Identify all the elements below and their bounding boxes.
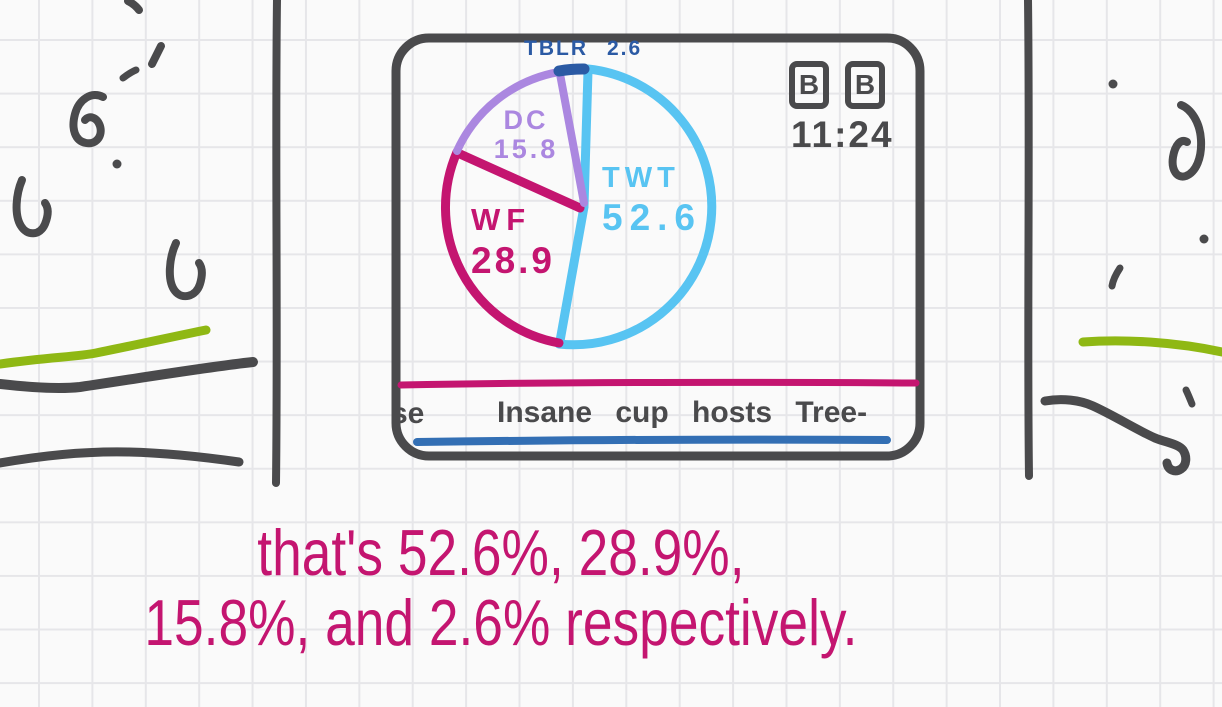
ticker-fragment: se [391,397,425,430]
doodle-curl [1168,101,1206,181]
doodle-tick-2 [1182,386,1196,408]
sketch-curve-right [1040,395,1191,476]
doodle-u-shape-2 [165,239,206,301]
clock: 11:24 [791,114,894,155]
pie-label-twt: TWT 52.6 [602,162,702,239]
doodle-tick-1 [1108,264,1124,290]
pie-slice-twt-radius-top [579,66,593,211]
caption-line-1: that's 52.6%, 28.9%, [257,516,745,589]
pie-label-tblr-name: TBLR [524,37,588,60]
pie-label-dc-value: 15.8 [493,134,559,164]
pie-label-twt-value: 52.6 [602,197,703,238]
pie-slice-dc-arc [453,68,563,155]
channel-logo: B B [789,61,885,109]
doodle-six-curve [69,91,107,148]
ticker-line-top [397,378,920,389]
pie-label-twt-name: TWT [602,162,680,194]
pie-label-wf-value: 28.9 [471,240,556,281]
doodle-dash [119,66,140,82]
panel-divider-left [272,0,281,487]
doodle-apostrophe [148,42,165,68]
pie-label-dc: DC 15.8 [484,106,568,164]
logo-letter-1: B [798,69,820,100]
pie-label-tblr-value: 2.6 [607,37,643,60]
pie-label-tblr: TBLR 2.6 [524,37,642,61]
doodle-top-mark [124,0,143,14]
pie-slice-wf-arc [440,147,564,348]
sketch-line-left-1 [0,357,258,393]
pie-label-dc-name: DC [503,105,549,135]
pie-slice-wf-radius [455,149,585,213]
logo-box-1: B [789,61,829,109]
ticker-headline: Insane cup hosts Tree- [497,396,868,429]
pie-label-wf: WF 28.9 [471,202,555,282]
tv-frame [391,33,925,461]
logo-letter-2: B [854,69,876,100]
pie-slice-dc-radius [556,70,588,207]
green-line-right [1078,336,1222,357]
doodle-dot-3 [1199,234,1209,244]
panel-divider-right [1024,0,1033,480]
ticker-line-bottom [413,435,891,446]
logo-box-2: B [845,61,885,109]
pie-slice-twt-radius-bottom [555,202,589,346]
doodle-dot-1 [112,159,122,169]
caption: that's 52.6%, 28.9%, 15.8%, and 2.6% res… [91,518,911,658]
pie-label-wf-name: WF [471,202,532,237]
doodle-dot-2 [1108,79,1118,89]
caption-line-2: 15.8%, and 2.6% respectively. [144,586,858,659]
pie-slice-twt-arc [554,64,717,350]
doodle-u-shape-1 [12,176,52,238]
pie-slice-tblr-arc [553,63,590,77]
sketch-line-left-2 [0,447,244,468]
green-line-left [0,325,211,369]
